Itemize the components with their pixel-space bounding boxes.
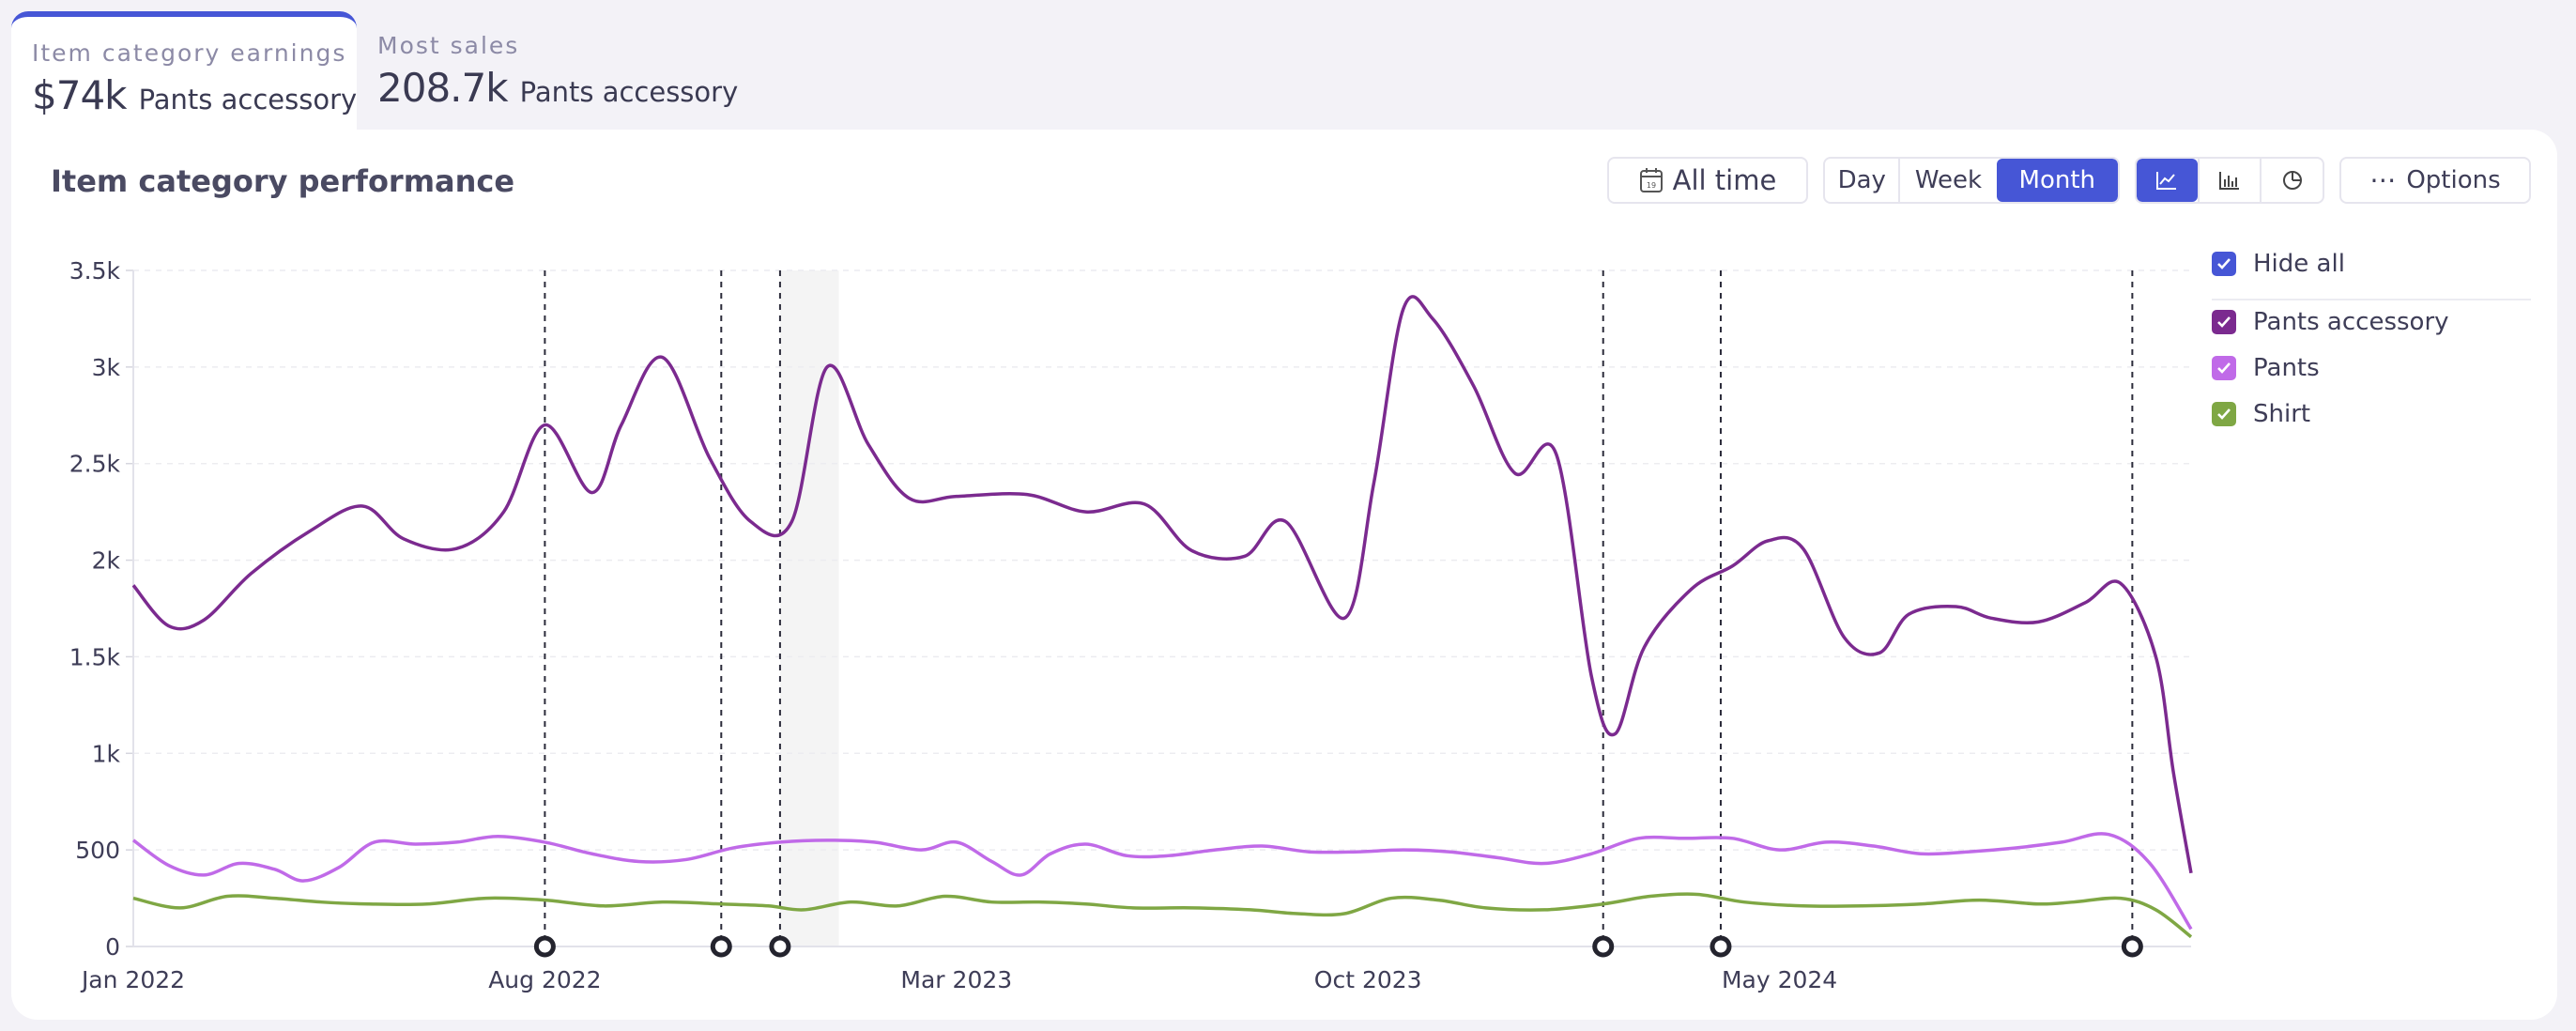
y-tick-label: 2k	[92, 547, 121, 575]
series-line-pants-accessory	[131, 295, 2193, 874]
y-tick-label: 0	[105, 933, 120, 961]
marker-point	[1592, 935, 1615, 958]
tab-item-category-earnings[interactable]: Item category earnings $74k Pants access…	[11, 11, 357, 131]
legend-hide-all[interactable]: Hide all	[2212, 250, 2345, 278]
tab-category-name: Pants accessory	[519, 76, 739, 108]
pie-chart-icon	[2281, 169, 2304, 192]
series-line-pants	[131, 832, 2193, 931]
x-tick-label: Jan 2022	[80, 966, 185, 993]
chart-card: Item category performance 19 All time Da…	[11, 130, 2557, 1020]
legend-divider	[2212, 299, 2531, 300]
tab-most-sales[interactable]: Most sales 208.7k Pants accessory	[357, 11, 789, 131]
highlight-band	[779, 270, 839, 946]
view-selector	[2135, 157, 2324, 204]
legend-item-label: Shirt	[2253, 400, 2311, 428]
checkbox-icon[interactable]	[2212, 252, 2236, 276]
marker-point	[710, 935, 732, 958]
marker-point	[769, 935, 791, 958]
bar-chart-icon	[2218, 170, 2241, 191]
y-tick-label: 3.5k	[69, 257, 121, 285]
tab-value-row: 208.7k Pants accessory	[377, 65, 789, 111]
legend-item-label: Pants	[2253, 354, 2320, 382]
period-day-button[interactable]: Day	[1825, 159, 1901, 202]
y-tick-label: 2.5k	[69, 451, 121, 478]
y-tick-label: 3k	[92, 354, 121, 381]
y-tick-label: 1.5k	[69, 643, 121, 670]
pie-chart-view-button[interactable]	[2260, 159, 2323, 202]
y-tick-label: 1k	[92, 740, 121, 767]
x-tick-label: Aug 2022	[488, 966, 601, 993]
bar-chart-view-button[interactable]	[2197, 159, 2261, 202]
checkbox-icon[interactable]	[2212, 402, 2236, 426]
period-week-button[interactable]: Week	[1914, 166, 1983, 194]
period-month-button[interactable]: Month	[1996, 159, 2118, 202]
svg-text:19: 19	[1647, 181, 1656, 190]
x-tick-label: Mar 2023	[900, 966, 1012, 993]
y-tick-label: 500	[75, 837, 120, 864]
x-tick-label: May 2024	[1722, 966, 1837, 993]
date-range-button[interactable]: 19 All time	[1607, 157, 1808, 204]
checkbox-icon[interactable]	[2212, 310, 2236, 334]
period-selector: Day Week Month	[1823, 157, 2120, 204]
checkbox-icon[interactable]	[2212, 356, 2236, 380]
tab-value: $74k	[32, 72, 127, 118]
line-chart-view-button[interactable]	[2137, 159, 2198, 202]
series-line-shirt	[132, 892, 2193, 939]
more-dots-icon: ⋯	[2369, 164, 2398, 195]
tab-value-row: $74k Pants accessory	[32, 72, 357, 118]
legend-item-pants-accessory[interactable]: Pants accessory	[2212, 308, 2449, 336]
marker-point	[533, 935, 556, 958]
calendar-icon: 19	[1639, 167, 1664, 193]
tab-label: Item category earnings	[32, 39, 347, 67]
legend-item-pants[interactable]: Pants	[2212, 354, 2320, 382]
marker-point	[2121, 935, 2143, 958]
tab-label: Most sales	[377, 32, 520, 59]
line-chart: 0 500 1k 1.5k 2k 2.5k 3k 3.5k Jan 2022 Aug 2022 Ma…	[69, 257, 2193, 993]
options-label: Options	[2406, 166, 2501, 194]
card-title: Item category performance	[51, 163, 515, 199]
legend-item-shirt[interactable]: Shirt	[2212, 400, 2310, 428]
options-button[interactable]: ⋯ Options	[2339, 157, 2531, 204]
line-chart-icon	[2155, 170, 2178, 191]
marker-point	[1710, 935, 1732, 958]
legend-hide-all-label: Hide all	[2253, 250, 2345, 278]
tab-category-name: Pants accessory	[138, 84, 358, 115]
tab-value: 208.7k	[377, 65, 509, 111]
x-tick-label: Oct 2023	[1314, 966, 1422, 993]
date-range-label: All time	[1672, 164, 1777, 196]
legend-item-label: Pants accessory	[2253, 308, 2449, 336]
